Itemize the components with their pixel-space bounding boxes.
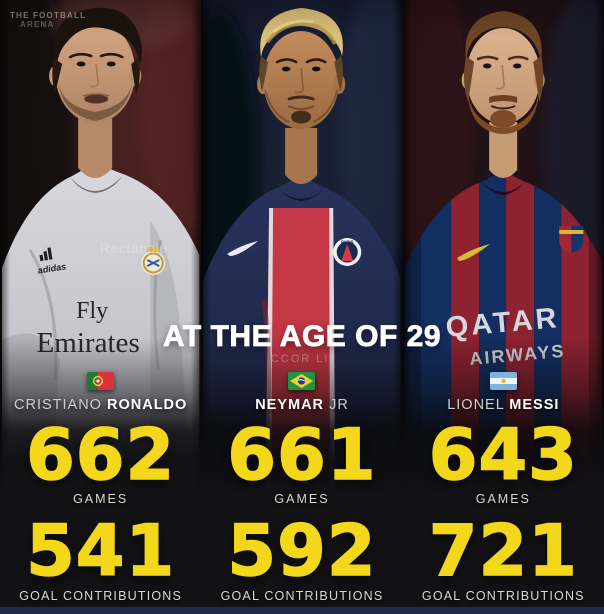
games-value: 662	[25, 414, 176, 496]
player-name-light: JR	[329, 397, 349, 413]
stats-row: CRISTIANO RONALDO 662 GAMES 541 GOAL CON…	[0, 372, 604, 614]
games-label: GAMES	[274, 492, 330, 507]
barcelona-crest	[558, 226, 583, 253]
player-name-bold: MESSI	[509, 397, 560, 413]
player-name-light: LIONEL	[447, 397, 505, 413]
jersey-sponsor-partial: CCOR LI	[271, 353, 330, 365]
player-name-bold: RONALDO	[107, 397, 188, 413]
player-name-bold: NEYMAR	[255, 397, 325, 413]
watermark-line1: THE FOOTBALL	[10, 11, 87, 20]
player-name: LIONEL MESSI	[447, 397, 559, 413]
psg-crest: PARIS	[333, 238, 362, 266]
goal-contributions-label: GOAL CONTRIBUTIONS	[421, 588, 585, 603]
player-name-light: CRISTIANO	[14, 397, 102, 413]
player-name: NEYMAR JR	[255, 397, 349, 413]
portugal-flag	[87, 372, 115, 390]
games-value: 643	[428, 414, 578, 496]
age-banner: AT THE AGE OF 29	[162, 320, 442, 354]
goal-contributions-label: GOAL CONTRIBUTIONS	[220, 588, 384, 603]
player-name: CRISTIANO RONALDO	[14, 397, 187, 413]
stats-column-neymar: NEYMAR JR 661 GAMES 592 GOAL CONTRIBUTIO…	[201, 372, 402, 614]
games-value: 661	[227, 414, 377, 496]
brazil-flag	[288, 372, 316, 390]
psg-crest-text: PARIS	[341, 240, 354, 245]
page-watermark: THE FOOTBALL ARENA	[10, 11, 86, 29]
goal-contributions-value: 541	[25, 510, 176, 593]
stats-column-ronaldo: CRISTIANO RONALDO 662 GAMES 541 GOAL CON…	[0, 372, 201, 614]
bottom-accent-bar	[0, 607, 604, 614]
goal-contributions-label: GOAL CONTRIBUTIONS	[19, 588, 183, 603]
argentina-flag	[489, 372, 517, 390]
watermark-line2: ARENA	[20, 20, 55, 30]
games-label: GAMES	[475, 492, 531, 507]
stock-watermark: Rectangle	[100, 240, 168, 256]
stats-column-messi: LIONEL MESSI 643 GAMES 721 GOAL CONTRIBU…	[403, 372, 604, 614]
goal-contributions-value: 721	[428, 510, 578, 593]
goal-contributions-value: 592	[227, 510, 377, 593]
games-label: GAMES	[73, 492, 129, 507]
